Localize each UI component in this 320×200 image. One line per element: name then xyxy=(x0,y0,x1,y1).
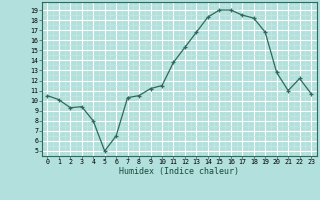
X-axis label: Humidex (Indice chaleur): Humidex (Indice chaleur) xyxy=(119,167,239,176)
